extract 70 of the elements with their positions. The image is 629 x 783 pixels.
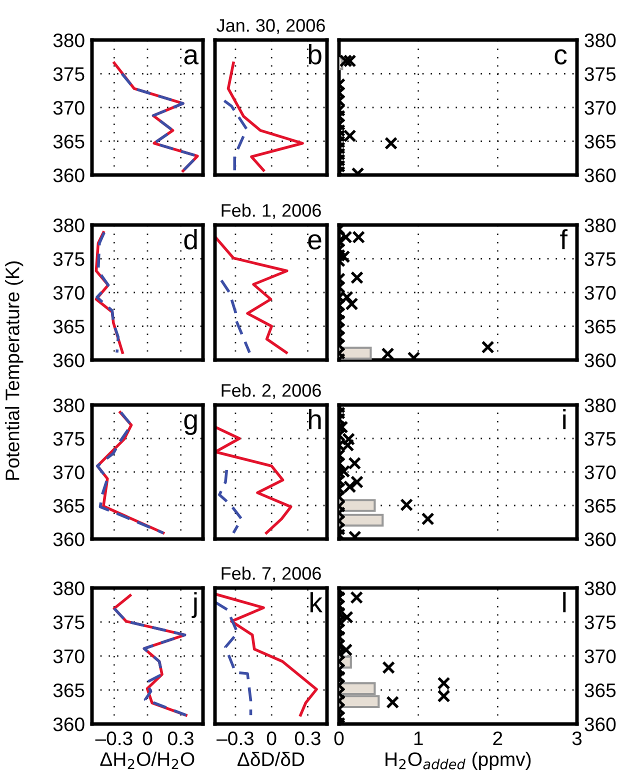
y-tick-label: 380 <box>584 33 616 48</box>
annotation: i <box>563 409 566 430</box>
annotation: l <box>563 592 566 612</box>
y-tick-label: 380 <box>53 581 84 596</box>
x-tick-label: –0.3 <box>95 731 132 746</box>
y-tick-label: 360 <box>53 717 84 732</box>
y-tick-label: 375 <box>53 432 84 446</box>
y-tick-label: 365 <box>53 498 84 513</box>
y-tick-label: 365 <box>584 683 616 698</box>
y-tick-label: 360 <box>584 353 616 368</box>
x-tick-label: 0 <box>266 731 276 746</box>
y-tick-label: 360 <box>53 353 84 368</box>
y-tick-label: 370 <box>53 286 84 300</box>
x-tick-label: 2 <box>493 731 502 746</box>
y-tick-label: 370 <box>584 649 616 664</box>
y-tick-label: 380 <box>53 33 84 48</box>
y-tick-label: 375 <box>53 615 84 630</box>
annotation: a <box>184 49 199 64</box>
y-tick-label: 360 <box>53 532 84 546</box>
y-tick-label: 370 <box>584 100 616 115</box>
chart-title: Feb. 1, 2006 <box>222 204 321 219</box>
x-tick-label: 0 <box>334 731 344 746</box>
y-tick-label: 370 <box>584 465 616 480</box>
x-tick-label: 0.3 <box>168 731 194 746</box>
chart-title: Feb. 2, 2006 <box>222 384 321 399</box>
y-tick-label: 365 <box>53 320 84 334</box>
y-tick-label: 365 <box>53 134 84 148</box>
annotation: e <box>308 234 322 250</box>
annotation: d <box>184 229 197 250</box>
y-tick-label: 380 <box>53 398 84 412</box>
y-tick-label: 370 <box>53 649 84 664</box>
y-tick-label: 365 <box>584 498 616 513</box>
x-axis-title: H$_{2}$O$_{added}$ (ppmv) <box>386 752 531 770</box>
y-tick-label: 365 <box>584 320 616 334</box>
y-tick-label: 380 <box>584 218 616 232</box>
y-tick-label: 375 <box>584 252 616 266</box>
y-tick-label: 380 <box>53 218 84 232</box>
chart-title: Jan. 30, 2006 <box>216 19 325 34</box>
y-tick-label: 360 <box>584 717 616 732</box>
x-tick-label: –0.3 <box>216 731 254 746</box>
y-tick-label: 375 <box>53 67 84 81</box>
y-tick-label: 375 <box>53 252 84 266</box>
annotation: f <box>560 229 568 250</box>
y-tick-label: 360 <box>584 532 616 546</box>
annotation: h <box>309 409 321 430</box>
y-tick-label: 370 <box>53 100 84 115</box>
x-tick-label: 3 <box>572 731 582 746</box>
y-tick-label: 375 <box>584 615 616 630</box>
y-tick-label: 375 <box>584 432 616 446</box>
annotation: k <box>310 592 323 612</box>
x-axis-title: ΔH$_{2}$O/H$_{2}$O <box>100 752 194 770</box>
y-tick-label: 365 <box>53 683 84 698</box>
y-tick-label: 360 <box>584 168 616 182</box>
annotation: g <box>184 414 197 435</box>
y-tick-label: 380 <box>584 398 616 412</box>
y-tick-label: 370 <box>53 465 84 480</box>
annotation: j <box>192 592 197 618</box>
chart-title: Feb. 7, 2006 <box>222 566 321 582</box>
x-tick-label: 0 <box>142 731 152 746</box>
y-tick-label: 360 <box>53 168 84 182</box>
y-axis-title: Potential Temperature (K) <box>5 261 24 480</box>
y-tick-label: 370 <box>584 286 616 300</box>
x-axis-title: ΔδD/δD <box>238 752 304 766</box>
x-tick-label: 0.3 <box>294 731 320 746</box>
x-tick-label: 1 <box>414 732 423 746</box>
annotation: b <box>308 44 322 64</box>
y-tick-label: 365 <box>584 134 616 148</box>
y-tick-label: 380 <box>584 581 616 596</box>
y-tick-label: 375 <box>584 67 616 81</box>
annotation: c <box>554 49 567 64</box>
